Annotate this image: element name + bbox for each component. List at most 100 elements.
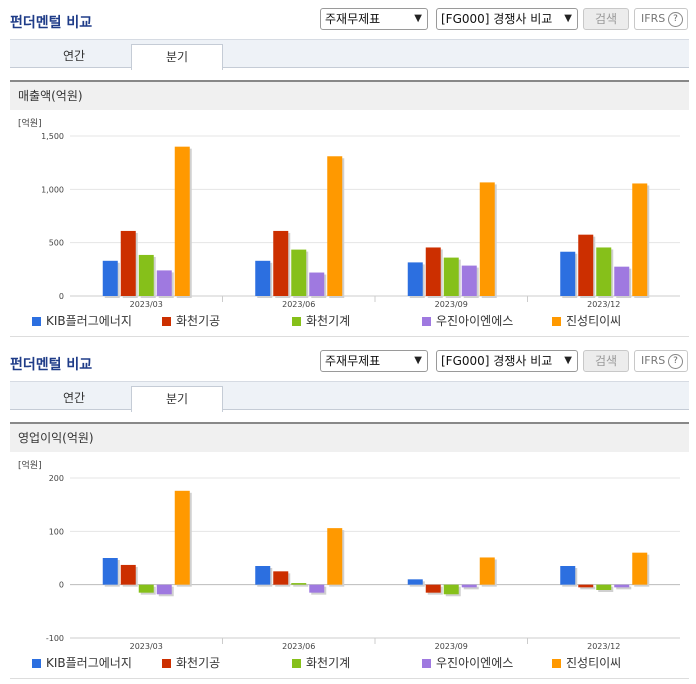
bar[interactable]: [156, 584, 172, 595]
legend-label: KIB플러그에너지: [46, 656, 132, 670]
bar[interactable]: [614, 584, 630, 588]
bar[interactable]: [102, 558, 118, 585]
bar[interactable]: [560, 251, 576, 296]
chart-container: [억원] -100 0 100 200 2023/03 2023/06 2023/09 2023…: [10, 452, 689, 679]
legend-item[interactable]: 진성티이씨: [552, 312, 621, 329]
bar[interactable]: [273, 230, 289, 296]
bar[interactable]: [596, 584, 612, 590]
tab-annual[interactable]: 연간: [62, 49, 86, 63]
bar[interactable]: [174, 146, 190, 296]
ifrs-button[interactable]: IFRS?: [634, 350, 688, 372]
y-tick-label: 1,500: [41, 132, 64, 141]
bar[interactable]: [309, 584, 325, 593]
ifrs-label: IFRS: [641, 354, 666, 367]
x-tick-label: 2023/06: [282, 300, 315, 309]
tab-quarterly[interactable]: 분기: [131, 44, 223, 70]
legend-label: 진성티이씨: [566, 656, 622, 670]
legend-item[interactable]: 우진아이엔에스: [422, 312, 513, 329]
bar[interactable]: [138, 254, 154, 296]
fundamental-panel-operating-income: 펀더멘털 비교 주재무제표 ▼ [FG000] 경쟁사 비교 ▼ 검색 IFRS? …: [0, 342, 696, 684]
bar[interactable]: [443, 584, 459, 595]
search-button[interactable]: 검색: [583, 8, 629, 30]
tab-annual[interactable]: 연간: [62, 391, 86, 405]
unit-label: [억원]: [18, 117, 42, 129]
legend-item[interactable]: 화천기계: [292, 654, 350, 671]
compare-select-value: [FG000] 경쟁사 비교: [441, 354, 553, 368]
period-tabs: 연간 분기: [10, 381, 689, 412]
legend-item[interactable]: 화천기공: [162, 312, 220, 329]
legend-item[interactable]: 진성티이씨: [552, 654, 621, 671]
tab-quarterly[interactable]: 분기: [131, 386, 223, 412]
bar[interactable]: [255, 566, 271, 585]
bar[interactable]: [255, 260, 271, 296]
bar[interactable]: [578, 234, 594, 296]
legend-item[interactable]: 우진아이엔에스: [422, 654, 513, 671]
bar[interactable]: [479, 182, 495, 296]
bar[interactable]: [425, 247, 441, 296]
bar[interactable]: [407, 579, 423, 585]
statement-select[interactable]: 주재무제표 ▼: [320, 8, 428, 30]
bar[interactable]: [138, 584, 154, 593]
help-icon[interactable]: ?: [668, 354, 683, 369]
statement-select-value: 주재무제표: [325, 354, 381, 368]
legend-item[interactable]: 화천기공: [162, 654, 220, 671]
y-tick-label: 0: [59, 581, 64, 590]
unit-label: [억원]: [18, 459, 42, 471]
section-title: 영업이익(억원): [10, 422, 689, 452]
bar[interactable]: [273, 571, 289, 585]
x-tick-label: 2023/12: [587, 300, 620, 309]
legend-label: 화천기공: [176, 314, 221, 328]
bar-shadow: [293, 585, 309, 587]
bar[interactable]: [120, 230, 136, 296]
chevron-down-icon: ▼: [564, 355, 572, 366]
legend-label: 화천기계: [306, 656, 351, 670]
bar[interactable]: [102, 260, 118, 296]
bar[interactable]: [156, 270, 172, 296]
ifrs-label: IFRS: [641, 12, 666, 25]
search-button[interactable]: 검색: [583, 350, 629, 372]
compare-select[interactable]: [FG000] 경쟁사 비교 ▼: [436, 350, 578, 372]
chart-legend: KIB플러그에너지 화천기공 화천기계 우진아이엔에스 진성티이씨: [10, 654, 689, 670]
bar[interactable]: [291, 249, 307, 296]
x-tick-label: 2023/03: [130, 642, 163, 651]
help-icon[interactable]: ?: [668, 12, 683, 27]
bar[interactable]: [327, 156, 343, 296]
legend-swatch: [422, 659, 431, 668]
bar[interactable]: [120, 564, 136, 585]
legend-item[interactable]: 화천기계: [292, 312, 350, 329]
legend-swatch: [292, 317, 301, 326]
legend-swatch: [552, 317, 561, 326]
chevron-down-icon: ▼: [414, 13, 422, 24]
bar[interactable]: [614, 266, 630, 296]
bar[interactable]: [407, 262, 423, 296]
chevron-down-icon: ▼: [414, 355, 422, 366]
legend-swatch: [32, 317, 41, 326]
legend-item[interactable]: KIB플러그에너지: [32, 312, 132, 329]
bar[interactable]: [596, 247, 612, 296]
compare-select[interactable]: [FG000] 경쟁사 비교 ▼: [436, 8, 578, 30]
bar[interactable]: [632, 552, 648, 585]
operating-income-bar-chart: [억원] -100 0 100 200 2023/03 2023/06 2023/09 2023…: [18, 459, 680, 651]
legend-label: 화천기계: [306, 314, 351, 328]
y-tick-label: -100: [46, 634, 64, 643]
bar[interactable]: [443, 257, 459, 296]
bar[interactable]: [309, 272, 325, 296]
chevron-down-icon: ▼: [564, 13, 572, 24]
x-tick-label: 2023/06: [282, 642, 315, 651]
ifrs-button[interactable]: IFRS?: [634, 8, 688, 30]
bar[interactable]: [461, 584, 477, 588]
panel-title: 펀더멘털 비교: [10, 357, 93, 373]
legend-item[interactable]: KIB플러그에너지: [32, 654, 132, 671]
bar[interactable]: [578, 584, 594, 588]
legend-label: 진성티이씨: [566, 314, 622, 328]
statement-select-value: 주재무제표: [325, 12, 381, 26]
statement-select[interactable]: 주재무제표 ▼: [320, 350, 428, 372]
bar[interactable]: [327, 528, 343, 585]
bar[interactable]: [461, 265, 477, 296]
bar[interactable]: [479, 557, 495, 585]
bar[interactable]: [632, 183, 648, 296]
bar[interactable]: [425, 584, 441, 593]
bar[interactable]: [174, 490, 190, 585]
bar[interactable]: [291, 583, 307, 585]
bar[interactable]: [560, 566, 576, 585]
